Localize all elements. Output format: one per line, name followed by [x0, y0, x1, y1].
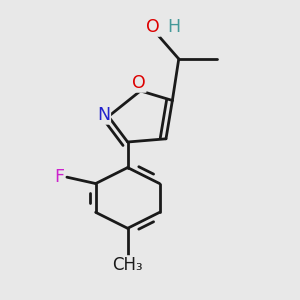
Text: O: O [132, 74, 146, 92]
Text: N: N [97, 106, 110, 124]
Text: F: F [54, 168, 64, 186]
Text: H: H [167, 18, 181, 36]
Text: O: O [146, 18, 160, 36]
Text: CH₃: CH₃ [112, 256, 143, 274]
